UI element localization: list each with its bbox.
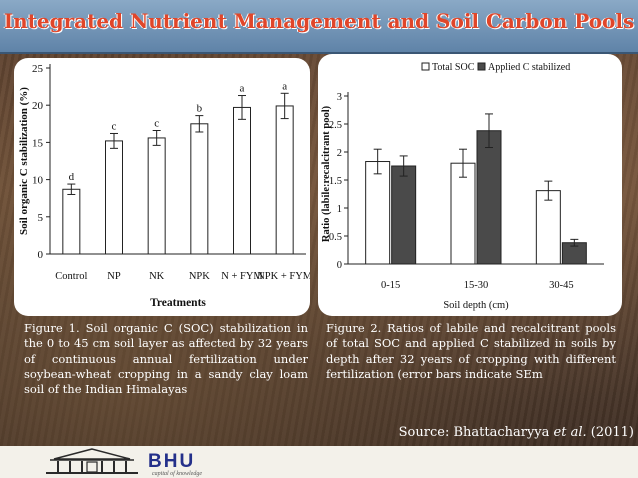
significance-letter: b [197,103,203,115]
figure-2-caption: Figure 2. Ratios of labile and recalcitr… [326,321,616,381]
y-tick-label: 25 [32,63,44,75]
y-tick-label: 1.5 [329,176,342,187]
legend-label-total-soc: Total SOC [432,62,475,73]
bar [275,105,294,255]
figure-1-panel: 0 5 10 15 20 25 d Control c NP c NK b NPK a N + FYM a NPK… [14,58,313,316]
bar [233,106,251,255]
x-tick-label: NP [107,271,121,282]
y-tick-label: 0 [337,260,342,271]
bar-applied-c [391,165,417,265]
significance-letter: c [112,120,117,132]
x-tick-label: 30-45 [549,280,574,291]
source-prefix: Source: Bhattacharyya [398,425,554,440]
figure-1-chart: 0 5 10 15 20 25 d Control c NP c NK b NPK a N + FYM a NPK… [18,63,313,309]
y-axis-title: Soil organic C stabilization (%) [18,87,30,235]
bar-total-soc [450,162,476,265]
y-tick-label: 2.5 [329,120,342,131]
legend-label-applied-c: Applied C stabilized [488,62,570,73]
bar-total-soc [535,190,561,265]
university-building-icon [46,448,138,474]
source-citation: Source: Bhattacharyya et al. (2011) [390,425,634,440]
x-axis-title: Soil depth (cm) [443,300,509,311]
y-tick-label: 10 [32,175,44,187]
x-tick-label: NPK + FYM [257,271,310,282]
y-tick-label: 15 [32,137,44,149]
bar [147,137,166,255]
bar-applied-c [476,130,502,265]
y-tick-label: 5 [38,212,44,224]
significance-letter: a [240,83,245,95]
y-tick-label: 3 [337,92,342,103]
y-tick-label: 0.5 [329,232,342,243]
y-tick-label: 0 [38,249,44,261]
source-year: (2011) [586,425,634,440]
title-bar: Integrated Nutrient Management and Soil … [0,0,638,54]
x-tick-label: NK [149,271,165,282]
bar-total-soc [365,161,391,265]
x-tick-label: 15-30 [464,280,489,291]
y-tick-label: 20 [32,100,44,112]
bar [190,123,209,255]
legend-swatch-applied-c [477,62,486,71]
x-axis-title: Treatments [150,297,206,309]
significance-letter: d [69,171,75,183]
significance-letter: c [154,117,159,129]
logo-subtitle: capital of knowledge [152,471,202,477]
x-tick-label: N + FYM [221,271,263,282]
slide-title: Integrated Nutrient Management and Soil … [3,9,635,33]
x-tick-label: NPK [189,271,210,282]
figure-2-chart: Total SOC Applied C stabilized 0 0.5 1 1.5 2 2.… [321,62,604,311]
figure-2-panel: Total SOC Applied C stabilized 0 0.5 1 1.5 2 2.… [318,54,622,316]
y-axis-title: Ratio (labile:recalcitrant pool) [321,105,332,242]
x-tick-label: Control [55,271,87,282]
y-tick-label: 2 [337,148,342,159]
significance-letter: a [282,80,287,92]
bar [62,188,81,255]
legend-swatch-total-soc [421,62,430,71]
x-tick-label: 0-15 [381,280,400,291]
figure-1-caption: Figure 1. Soil organic C (SOC) stabiliza… [24,321,308,397]
logo-text: BHU [148,451,196,472]
y-tick-label: 1 [337,204,342,215]
bar [105,140,123,255]
source-etal: et al. [553,425,587,440]
